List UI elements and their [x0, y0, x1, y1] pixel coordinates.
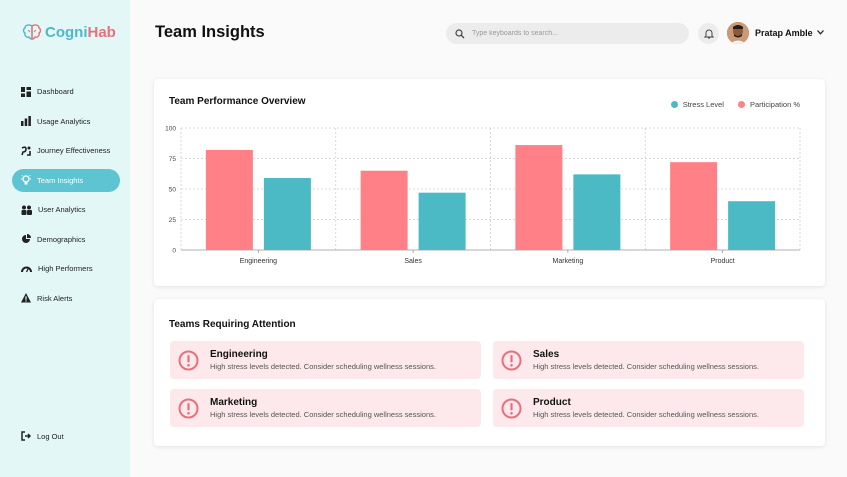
alert-circle-icon — [178, 350, 199, 370]
sidebar-item-label: Dashboard — [37, 87, 74, 96]
alert-circle-icon — [501, 398, 522, 418]
bell-icon — [703, 29, 714, 39]
sidebar-item-label: User Analytics — [38, 205, 86, 214]
brain-logo-icon — [22, 24, 42, 40]
sidebar-item-label: Usage Analytics — [37, 116, 91, 126]
alert-circle-icon — [501, 350, 522, 370]
chart-legend: Stress Level Participation % — [670, 100, 800, 109]
alert-message: High stress levels detected. Consider sc… — [533, 410, 759, 419]
x-tick-label: Sales — [404, 258, 422, 265]
sidebar: CogniHab Dashboard Usage Analytics Journ… — [0, 0, 130, 477]
bar-stress-level — [418, 192, 466, 250]
user-photo-icon — [727, 22, 749, 44]
search-input[interactable] — [472, 30, 672, 37]
users-icon — [21, 205, 32, 215]
notifications-button[interactable] — [698, 23, 719, 44]
sidebar-item-label: Demographics — [37, 234, 86, 244]
search-bar[interactable] — [446, 23, 689, 44]
legend-label: Stress Level — [682, 100, 724, 109]
user-name[interactable]: Pratap Amble — [755, 28, 813, 38]
alert-message: High stress levels detected. Consider sc… — [533, 362, 759, 371]
sidebar-item-dashboard[interactable]: Dashboard — [12, 80, 120, 103]
sidebar-item-high-performers[interactable]: High Performers — [12, 257, 120, 280]
y-tick-label: 0 — [172, 248, 176, 255]
team-performance-chart: 0 25 50 75 100 Engineering Sales Marketing Produ… — [165, 126, 801, 265]
alert-marketing[interactable]: Marketing High stress levels detected. C… — [170, 389, 481, 427]
sidebar-item-usage-analytics[interactable]: Usage Analytics — [12, 110, 120, 133]
sidebar-item-label: Risk Alerts — [37, 293, 73, 303]
alert-team-name: Sales — [533, 349, 560, 360]
alert-team-name: Product — [533, 397, 571, 408]
y-tick-label: 50 — [169, 187, 177, 194]
pie-chart-icon — [22, 234, 31, 243]
gauge-icon — [21, 266, 32, 273]
sidebar-item-label: High Performers — [38, 264, 93, 273]
alert-engineering[interactable]: Engineering High stress levels detected.… — [170, 341, 481, 379]
bar-participation — [205, 149, 253, 250]
alert-circle-icon — [178, 398, 199, 418]
sidebar-nav: Dashboard Usage Analytics Journey Effect… — [12, 80, 120, 316]
x-tick-label: Engineering — [240, 258, 277, 265]
sidebar-item-label: Team Insights — [37, 175, 84, 185]
alert-product[interactable]: Product High stress levels detected. Con… — [493, 389, 804, 427]
bar-participation — [360, 170, 408, 250]
y-tick-label: 100 — [165, 126, 176, 133]
alert-message: High stress levels detected. Consider sc… — [210, 410, 436, 419]
route-icon — [21, 145, 31, 156]
avatar[interactable] — [727, 22, 749, 44]
team-performance-card: Team Performance Overview Stress Level P… — [154, 79, 825, 286]
bar-stress-level — [728, 201, 776, 250]
bar-stress-level — [573, 174, 621, 250]
alert-sales[interactable]: Sales High stress levels detected. Consi… — [493, 341, 804, 379]
logout-icon — [21, 431, 31, 441]
chart-title: Team Performance Overview — [169, 96, 306, 107]
legend-swatch-stress — [670, 101, 678, 108]
sidebar-item-risk-alerts[interactable]: Risk Alerts — [12, 287, 120, 310]
alert-team-name: Engineering — [210, 349, 268, 360]
brand-name-part2: Hab — [87, 24, 116, 41]
legend-swatch-participation — [737, 101, 745, 108]
bar-chart-icon — [21, 116, 31, 126]
sidebar-item-demographics[interactable]: Demographics — [12, 228, 120, 251]
warning-icon — [21, 293, 31, 303]
search-icon — [455, 28, 465, 38]
dashboard-icon — [21, 86, 31, 97]
brand-logo[interactable]: CogniHab — [22, 24, 116, 41]
brand-name-part1: Cogni — [45, 24, 88, 41]
alert-message: High stress levels detected. Consider sc… — [210, 362, 436, 371]
y-tick-label: 25 — [169, 217, 177, 224]
teams-attention-card: Teams Requiring Attention Engineering Hi… — [154, 299, 825, 446]
bar-participation — [515, 145, 563, 250]
x-tick-label: Product — [711, 258, 735, 265]
lightbulb-icon — [21, 174, 31, 184]
alerts-grid: Engineering High stress levels detected.… — [170, 341, 805, 427]
legend-item-stress[interactable]: Stress Level — [670, 100, 724, 109]
sidebar-item-label: Journey Effectiveness — [37, 146, 111, 155]
sidebar-item-team-insights[interactable]: Team Insights — [12, 168, 120, 192]
logout-button[interactable]: Log Out — [21, 431, 64, 441]
sidebar-item-user-analytics[interactable]: User Analytics — [12, 198, 120, 221]
bar-stress-level — [263, 178, 311, 250]
x-tick-label: Marketing — [553, 258, 584, 265]
sidebar-item-journey-effectiveness[interactable]: Journey Effectiveness — [12, 139, 120, 162]
chevron-down-icon[interactable] — [817, 30, 824, 35]
legend-label: Participation % — [749, 100, 800, 109]
bar-participation — [670, 162, 718, 250]
attention-title: Teams Requiring Attention — [169, 319, 296, 330]
legend-item-participation[interactable]: Participation % — [737, 100, 800, 109]
logout-label: Log Out — [37, 431, 64, 441]
alert-team-name: Marketing — [210, 397, 258, 408]
page-title: Team Insights — [155, 23, 265, 41]
y-tick-label: 75 — [169, 156, 177, 163]
